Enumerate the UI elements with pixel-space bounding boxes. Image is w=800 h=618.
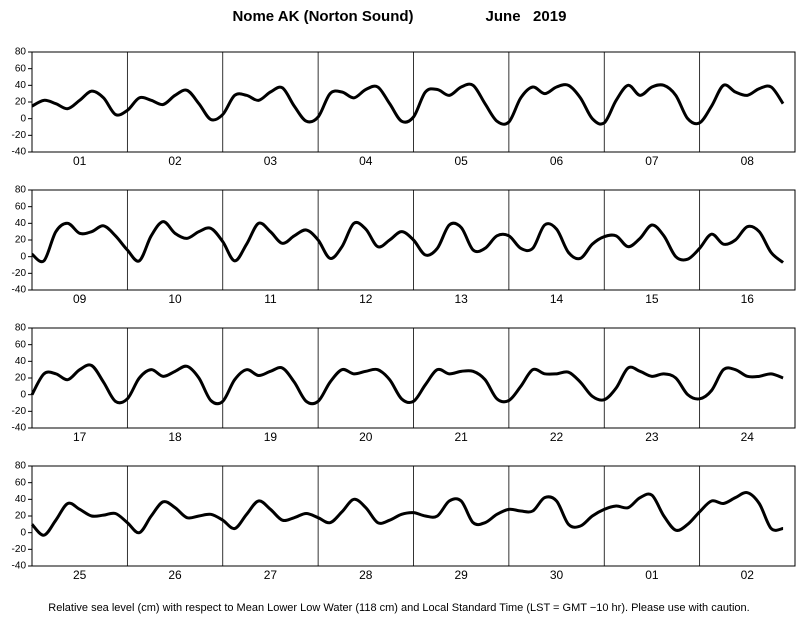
y-tick-label: 80	[15, 461, 27, 472]
day-label: 11	[264, 292, 277, 306]
day-label: 13	[455, 292, 469, 306]
y-tick-label: -20	[12, 130, 27, 141]
y-tick-label: 80	[15, 185, 27, 196]
y-tick-label: -20	[12, 406, 27, 417]
day-label: 30	[550, 568, 564, 582]
chart-date: June 2019	[486, 8, 567, 25]
day-label: 29	[455, 568, 469, 582]
day-label: 02	[741, 568, 755, 582]
chart-title: Nome AK (Norton Sound)	[232, 8, 413, 25]
y-tick-label: 0	[20, 527, 26, 538]
y-tick-label: 20	[15, 97, 27, 108]
day-label: 12	[359, 292, 373, 306]
tide-line	[31, 82, 785, 126]
y-tick-label: 20	[15, 511, 27, 522]
y-tick-label: 80	[15, 323, 27, 334]
day-label: 15	[645, 292, 659, 306]
y-tick-label: 20	[15, 235, 27, 246]
y-tick-label: 0	[20, 389, 26, 400]
y-tick-label: 60	[15, 477, 27, 488]
day-label: 08	[741, 154, 755, 168]
tide-line	[30, 491, 784, 537]
day-label: 09	[73, 292, 87, 306]
tide-line	[31, 220, 785, 264]
y-tick-label: 20	[15, 373, 27, 384]
day-label: 05	[455, 154, 469, 168]
day-label: 03	[264, 154, 278, 168]
y-tick-label: -40	[12, 561, 27, 572]
day-label: 28	[359, 568, 373, 582]
y-tick-label: 40	[15, 218, 27, 229]
y-tick-label: 0	[20, 113, 26, 124]
day-label: 25	[73, 568, 87, 582]
y-tick-label: 0	[20, 251, 26, 262]
y-tick-label: -40	[12, 285, 27, 296]
y-tick-label: -20	[12, 544, 27, 555]
day-label: 01	[645, 568, 659, 582]
day-label: 26	[168, 568, 182, 582]
day-label: 22	[550, 430, 564, 444]
day-label: 27	[264, 568, 278, 582]
tide-line	[30, 363, 784, 406]
day-label: 10	[168, 292, 182, 306]
day-label: 06	[550, 154, 564, 168]
day-label: 07	[645, 154, 659, 168]
day-label: 18	[168, 430, 182, 444]
y-tick-label: 40	[15, 80, 27, 91]
y-tick-label: 40	[15, 494, 27, 505]
day-label: 20	[359, 430, 373, 444]
y-tick-label: 40	[15, 356, 27, 367]
day-label: 23	[645, 430, 659, 444]
day-label: 17	[73, 430, 87, 444]
day-label: 21	[455, 430, 469, 444]
y-tick-label: -40	[12, 423, 27, 434]
day-label: 04	[359, 154, 373, 168]
y-tick-label: 60	[15, 63, 27, 74]
day-label: 19	[264, 430, 278, 444]
day-label: 14	[550, 292, 564, 306]
y-tick-label: 60	[15, 339, 27, 350]
day-label: 16	[741, 292, 755, 306]
y-tick-label: 80	[15, 47, 27, 58]
y-tick-label: -40	[12, 147, 27, 158]
day-label: 24	[741, 430, 755, 444]
day-label: 01	[73, 154, 87, 168]
footnote: Relative sea level (cm) with respect to …	[48, 602, 749, 614]
day-label: 02	[168, 154, 182, 168]
y-tick-label: -20	[12, 268, 27, 279]
y-tick-label: 60	[15, 201, 27, 212]
